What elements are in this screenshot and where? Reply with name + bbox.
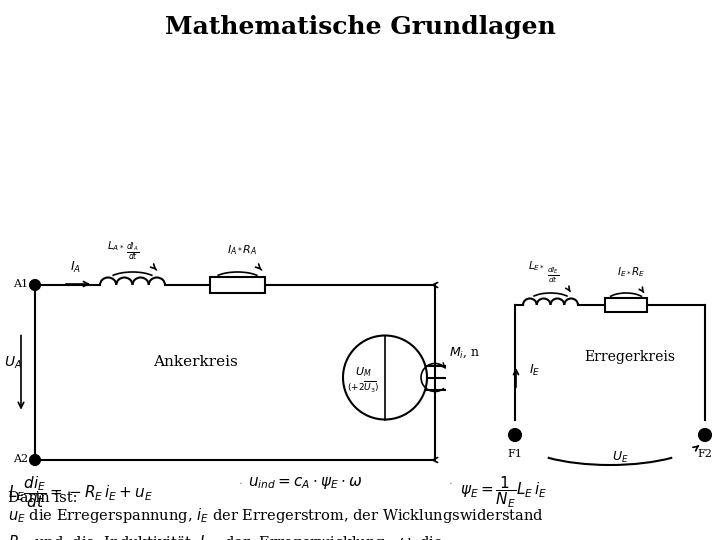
Text: F2: F2 <box>698 449 712 459</box>
Circle shape <box>699 429 711 441</box>
Text: Erregerkreis: Erregerkreis <box>585 350 675 365</box>
Text: $I_{A*}R_A$: $I_{A*}R_A$ <box>228 243 258 257</box>
Bar <box>210 277 265 293</box>
Text: A2: A2 <box>13 454 28 464</box>
Circle shape <box>30 280 40 290</box>
Text: $U_E$: $U_E$ <box>612 449 629 464</box>
Text: $u_E$ die Erregerspannung, $i_E$ der Erregerstrom, der Wicklungswiderstand
$R_E$: $u_E$ die Erregerspannung, $i_E$ der Err… <box>8 506 544 540</box>
Text: $U_M$: $U_M$ <box>355 366 372 380</box>
Text: $L_{A*}$: $L_{A*}$ <box>107 239 125 253</box>
Text: $\cdot$: $\cdot$ <box>448 477 452 487</box>
Bar <box>605 298 647 312</box>
Text: F1: F1 <box>508 449 523 459</box>
Text: Darin ist:: Darin ist: <box>8 491 78 505</box>
Text: $\frac{dI_A}{dt}$: $\frac{dI_A}{dt}$ <box>126 240 139 263</box>
Text: $L_{E*}$: $L_{E*}$ <box>528 259 546 273</box>
Text: $I_{E*}R_E$: $I_{E*}R_E$ <box>617 265 645 279</box>
Circle shape <box>509 429 521 441</box>
Text: $M_i$, n: $M_i$, n <box>449 345 480 360</box>
Text: $\psi_E = \dfrac{1}{N_E} L_E\, i_{E}$: $\psi_E = \dfrac{1}{N_E} L_E\, i_{E}$ <box>460 475 548 510</box>
Text: $\cdot$: $\cdot$ <box>238 477 242 487</box>
Text: $(+2\overline{U_3})$: $(+2\overline{U_3})$ <box>347 380 379 395</box>
Text: $U_A$: $U_A$ <box>4 354 22 370</box>
Text: $L_E \dfrac{di_E}{dt} = -R_E\, i_E + u_{E}$: $L_E \dfrac{di_E}{dt} = -R_E\, i_E + u_{… <box>8 475 153 510</box>
Text: $I_E$: $I_E$ <box>529 362 540 377</box>
Text: Mathematische Grundlagen: Mathematische Grundlagen <box>165 15 555 39</box>
Circle shape <box>30 455 40 465</box>
Text: $I_A$: $I_A$ <box>71 260 81 275</box>
Text: $u_{ind} = c_A \cdot \psi_E \cdot \omega$: $u_{ind} = c_A \cdot \psi_E \cdot \omega… <box>248 475 362 491</box>
Text: $\frac{dI_E}{dt}$: $\frac{dI_E}{dt}$ <box>547 265 559 285</box>
Text: Ankerkreis: Ankerkreis <box>153 355 238 369</box>
Text: A1: A1 <box>13 279 28 289</box>
